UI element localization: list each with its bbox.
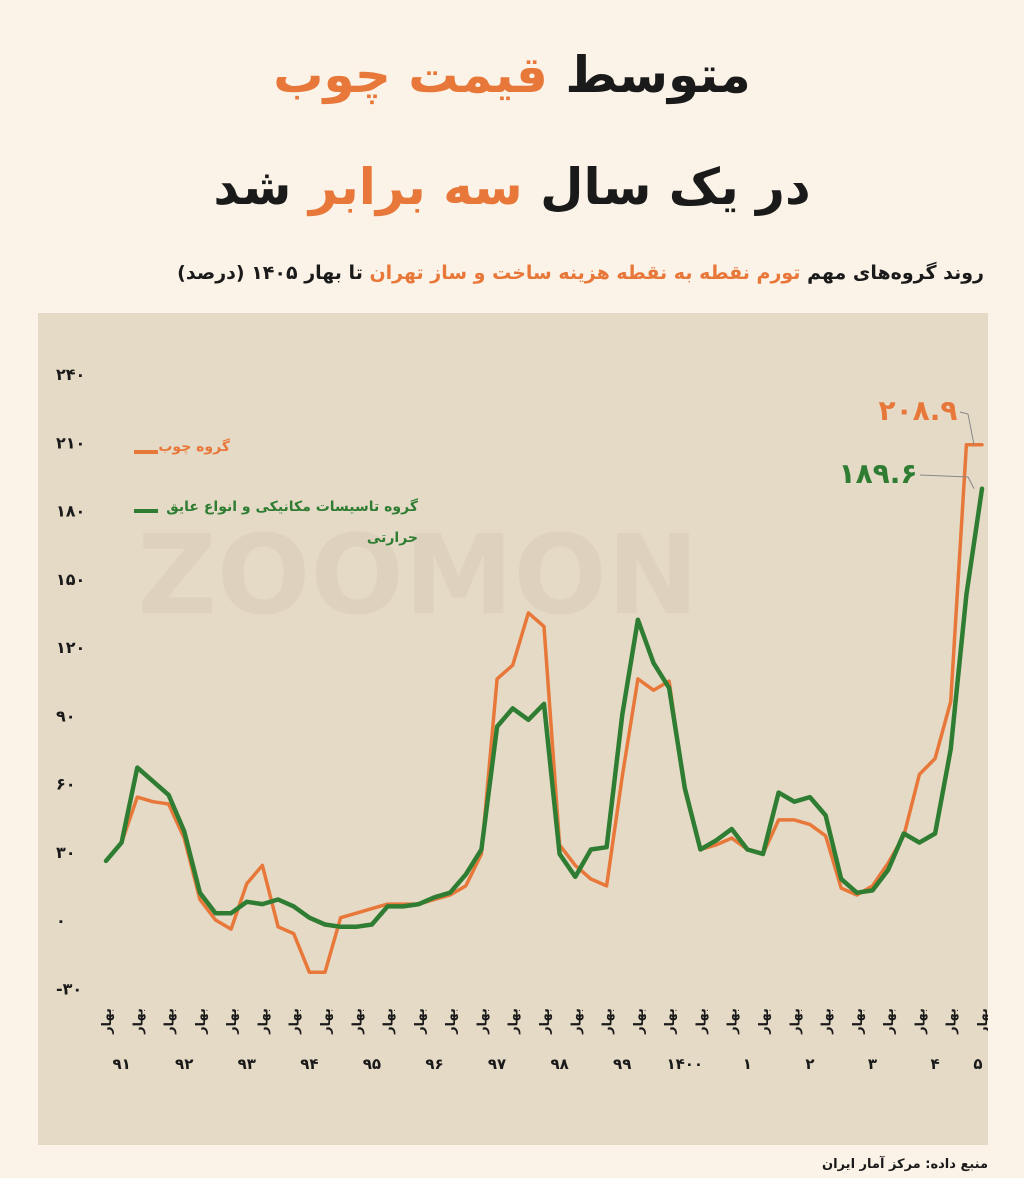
year-label: ۱	[743, 1055, 752, 1073]
x-season-tick-label: بهار	[757, 1008, 772, 1035]
x-season-tick-label: بهار	[663, 1008, 678, 1035]
year-label: ۹۱	[112, 1055, 130, 1073]
x-season-tick-label: بهار	[319, 1008, 334, 1035]
y-tick-label: ۶۰	[56, 775, 76, 794]
year-label: ۱۴۰۰	[666, 1055, 703, 1073]
y-tick-label: ۰	[56, 911, 66, 930]
year-label: ۹۳	[238, 1055, 256, 1073]
x-season-tick-label: بهار	[913, 1008, 928, 1035]
x-season-tick-label: بهار	[569, 1008, 584, 1035]
title-line2-highlight: سه برابر	[308, 158, 523, 216]
year-label: ۹۹	[613, 1055, 631, 1073]
x-season-tick-label: بهار	[256, 1008, 271, 1035]
x-season-tick-label: بهار	[882, 1008, 897, 1035]
title-line2-end: شد	[213, 158, 292, 216]
x-season-tick-label: بهار	[350, 1008, 365, 1035]
y-tick-label: ۹۰	[56, 706, 76, 725]
y-tick-label: ۲۱۰	[56, 433, 85, 452]
x-season-tick-label: بهار	[475, 1008, 490, 1035]
legend-label-mechanical-cont: حرارتی	[367, 530, 418, 546]
x-season-tick-label: بهار	[507, 1008, 522, 1035]
title-line2-text: در یک سال	[540, 158, 811, 216]
x-season-tick-label: بهار	[976, 1008, 988, 1035]
plot-panel: ZOOMON ۲۴۰ ۲۱۰ ۱۸۰ ۱۵۰ ۱۲۰ ۹۰ ۶۰ ۳۰ ۰ -۳۰ بهار بهار ب…	[38, 313, 988, 1145]
year-label: ۴	[930, 1055, 939, 1073]
legend-label-mechanical: گروه تاسیسات مکانیکی و انواع عایق	[166, 498, 419, 515]
y-tick-label: ۲۴۰	[56, 365, 85, 384]
end-value-label: ۲۰۸.۹	[879, 394, 958, 427]
y-tick-label: -۳۰	[56, 979, 82, 998]
year-label: ۳	[868, 1055, 877, 1073]
x-season-tick-label: بهار	[632, 1008, 647, 1035]
year-label: ۹۲	[175, 1055, 193, 1073]
year-label: ۹۷	[488, 1055, 506, 1073]
x-season-tick-label: بهار	[694, 1008, 709, 1035]
x-season-tick-label: بهار	[194, 1008, 209, 1035]
year-label: ۹۵	[363, 1055, 381, 1073]
x-season-tick-label: بهار	[225, 1008, 240, 1035]
legend-label-wood: گروه چوب	[158, 438, 230, 455]
year-label: ۹۸	[550, 1055, 568, 1073]
x-season-tick-label: بهار	[382, 1008, 397, 1035]
subtitle-part2: تا بهار ۱۴۰۵ (درصد)	[177, 262, 363, 284]
x-season-tick-label: بهار	[601, 1008, 616, 1035]
data-source: منبع داده: مرکز آمار ایران	[822, 1157, 988, 1172]
y-tick-label: ۳۰	[56, 843, 76, 862]
title-line1-text: متوسط	[565, 46, 751, 104]
chart-subtitle: روند گروه‌های مهم تورم نقطه به نقطه هزین…	[40, 262, 984, 284]
title-line-2: در یک سال سه برابر شد	[0, 158, 1024, 216]
x-season-tick-label: بهار	[444, 1008, 459, 1035]
y-tick-label: ۱۸۰	[56, 502, 85, 521]
x-season-tick-label: بهار	[851, 1008, 866, 1035]
end-value-label: ۱۸۹.۶	[839, 457, 918, 490]
x-season-tick-label: بهار	[788, 1008, 803, 1035]
subtitle-part1: روند گروه‌های مهم	[807, 262, 984, 284]
subtitle-highlight: تورم نقطه به نقطه هزینه ساخت و ساز تهران	[369, 262, 801, 284]
title-line1-highlight: قیمت چوب	[273, 46, 548, 104]
series-line-1	[103, 486, 985, 930]
x-season-tick-label: بهار	[163, 1008, 178, 1035]
series-line-0	[104, 443, 984, 975]
title-line-1: متوسط قیمت چوب	[0, 46, 1024, 104]
y-tick-label: ۱۵۰	[56, 570, 85, 589]
y-tick-label: ۱۲۰	[56, 638, 85, 657]
x-season-tick-label: بهار	[131, 1008, 146, 1035]
x-season-tick-label: بهار	[726, 1008, 741, 1035]
year-label: ۵	[973, 1055, 982, 1073]
x-season-tick-label: بهار	[413, 1008, 428, 1035]
watermark-text: ZOOMON	[137, 511, 699, 639]
annotation-leader-1	[919, 474, 975, 489]
x-season-tick-label: بهار	[288, 1008, 303, 1035]
x-season-tick-label: بهار	[820, 1008, 835, 1035]
line-chart: ZOOMON ۲۴۰ ۲۱۰ ۱۸۰ ۱۵۰ ۱۲۰ ۹۰ ۶۰ ۳۰ ۰ -۳۰ بهار بهار ب…	[56, 365, 988, 1073]
year-label: ۹۶	[425, 1055, 443, 1073]
annotation-leader-0	[959, 411, 975, 445]
year-label: ۲	[805, 1055, 814, 1073]
x-season-tick-label: بهار	[945, 1008, 960, 1035]
x-season-tick-label: بهار	[100, 1008, 115, 1035]
x-season-tick-label: بهار	[538, 1008, 553, 1035]
year-label: ۹۴	[300, 1055, 318, 1073]
